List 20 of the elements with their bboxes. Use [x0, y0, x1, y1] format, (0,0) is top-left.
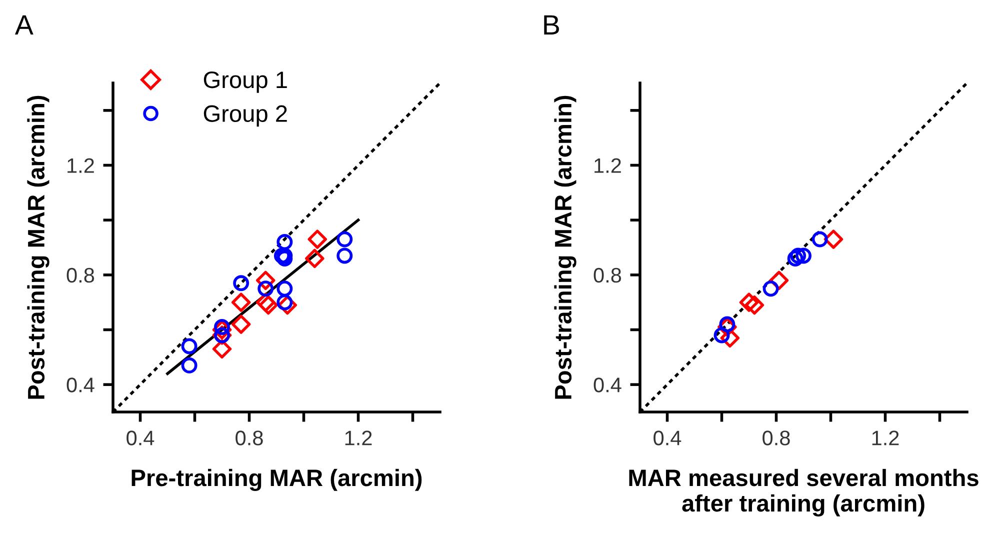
y-tick-label: 0.4 [594, 378, 622, 392]
y-tick-label: 1.2 [594, 158, 621, 173]
y-tick-label: 0.8 [66, 268, 94, 283]
x-tick-label: 0.4 [654, 430, 682, 446]
x-tick-label: 1.2 [345, 430, 372, 446]
x-axis-title: MAR measured several months after training (arcmin) [629, 468, 978, 516]
x-tick-label: 0.8 [236, 430, 263, 446]
legend-label: Group 2 [204, 105, 287, 127]
x-tick-label: 0.8 [762, 430, 790, 446]
chart-title: B [544, 15, 559, 34]
x-tick-label: 1.2 [872, 430, 899, 446]
y-tick-label: 0.8 [594, 268, 622, 283]
y-axis-title: Post-training MAR (arcmin) [554, 96, 576, 399]
y-tick-label: 1.2 [68, 158, 94, 173]
x-axis-title: Pre-training MAR (arcmin) [132, 468, 422, 492]
chart-title: A [14, 15, 34, 34]
y-tick-label: 0.4 [66, 378, 94, 392]
legend-label: Group 1 [204, 71, 287, 93]
x-tick-label: 0.4 [126, 430, 154, 446]
y-axis-title: Post-training MAR (arcmin) [27, 96, 50, 399]
